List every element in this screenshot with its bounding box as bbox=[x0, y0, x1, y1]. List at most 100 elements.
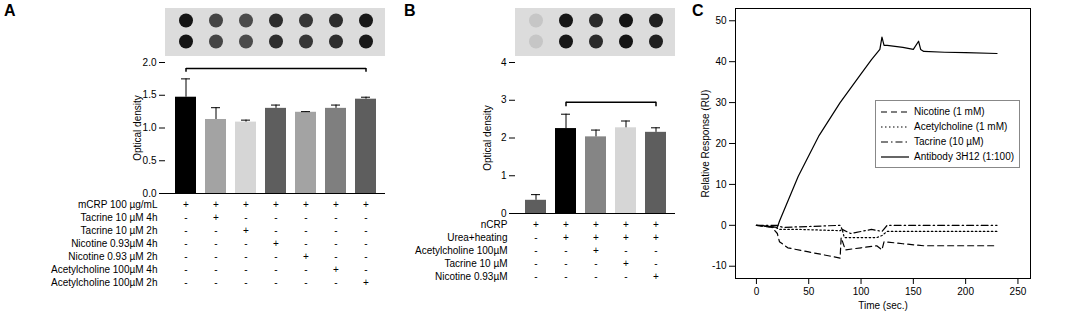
svg-text:-: - bbox=[244, 277, 247, 288]
svg-text:1.0: 1.0 bbox=[143, 122, 157, 133]
svg-text:100: 100 bbox=[853, 286, 870, 297]
svg-text:-: - bbox=[244, 212, 247, 223]
svg-text:+: + bbox=[363, 277, 369, 288]
svg-text:+: + bbox=[183, 199, 189, 210]
svg-text:-: - bbox=[564, 245, 567, 256]
svg-text:-: - bbox=[364, 238, 367, 249]
svg-text:-: - bbox=[184, 238, 187, 249]
svg-text:-: - bbox=[244, 251, 247, 262]
svg-text:+: + bbox=[213, 199, 219, 210]
svg-text:-: - bbox=[594, 271, 597, 282]
svg-text:+: + bbox=[243, 225, 249, 236]
svg-text:-: - bbox=[334, 212, 337, 223]
svg-text:-: - bbox=[334, 277, 337, 288]
svg-text:+: + bbox=[653, 232, 659, 243]
svg-text:-: - bbox=[564, 271, 567, 282]
svg-text:-: - bbox=[654, 258, 657, 269]
svg-text:-: - bbox=[304, 225, 307, 236]
svg-text:0: 0 bbox=[501, 208, 507, 219]
svg-text:-: - bbox=[274, 264, 277, 275]
svg-text:-: - bbox=[214, 225, 217, 236]
svg-text:+: + bbox=[563, 219, 569, 230]
svg-text:+: + bbox=[593, 219, 599, 230]
svg-text:+: + bbox=[303, 199, 309, 210]
svg-text:0.0: 0.0 bbox=[143, 188, 157, 199]
svg-text:-: - bbox=[214, 238, 217, 249]
svg-text:-: - bbox=[364, 251, 367, 262]
svg-text:-: - bbox=[534, 271, 537, 282]
svg-text:nCRP: nCRP bbox=[481, 219, 508, 230]
svg-text:-: - bbox=[334, 238, 337, 249]
svg-text:-: - bbox=[304, 238, 307, 249]
svg-text:+: + bbox=[593, 245, 599, 256]
svg-text:Tacrine 10 µM: Tacrine 10 µM bbox=[444, 258, 507, 269]
svg-text:-: - bbox=[594, 258, 597, 269]
svg-text:-: - bbox=[184, 251, 187, 262]
svg-text:-: - bbox=[244, 238, 247, 249]
svg-text:+: + bbox=[363, 199, 369, 210]
svg-text:3: 3 bbox=[501, 94, 507, 105]
svg-text:-: - bbox=[334, 225, 337, 236]
svg-text:-: - bbox=[364, 264, 367, 275]
svg-text:+: + bbox=[243, 199, 249, 210]
svg-text:50: 50 bbox=[715, 15, 727, 26]
svg-text:40: 40 bbox=[715, 56, 727, 67]
svg-text:+: + bbox=[303, 251, 309, 262]
svg-text:Nicotine 0.93µM 4h: Nicotine 0.93µM 4h bbox=[71, 238, 157, 249]
svg-text:-: - bbox=[624, 245, 627, 256]
svg-text:0: 0 bbox=[754, 286, 760, 297]
svg-text:-10: -10 bbox=[712, 260, 727, 271]
svg-text:-: - bbox=[334, 251, 337, 262]
svg-text:-: - bbox=[534, 232, 537, 243]
svg-text:+: + bbox=[533, 219, 539, 230]
svg-text:-: - bbox=[214, 264, 217, 275]
svg-text:0: 0 bbox=[721, 220, 727, 231]
svg-text:-: - bbox=[624, 271, 627, 282]
svg-text:20: 20 bbox=[715, 138, 727, 149]
svg-text:-: - bbox=[184, 277, 187, 288]
svg-text:+: + bbox=[623, 258, 629, 269]
svg-text:-: - bbox=[274, 277, 277, 288]
svg-text:Optical density: Optical density bbox=[482, 105, 493, 171]
svg-text:-: - bbox=[654, 245, 657, 256]
svg-text:+: + bbox=[273, 238, 279, 249]
svg-text:-: - bbox=[274, 225, 277, 236]
svg-text:-: - bbox=[304, 277, 307, 288]
svg-text:-: - bbox=[534, 258, 537, 269]
svg-text:10: 10 bbox=[715, 179, 727, 190]
svg-text:+: + bbox=[593, 232, 599, 243]
svg-text:2: 2 bbox=[501, 132, 507, 143]
svg-text:-: - bbox=[364, 212, 367, 223]
svg-text:+: + bbox=[623, 219, 629, 230]
svg-text:4: 4 bbox=[501, 57, 507, 68]
svg-text:+: + bbox=[273, 199, 279, 210]
svg-text:Nicotine 0.93µM: Nicotine 0.93µM bbox=[435, 271, 507, 282]
svg-text:-: - bbox=[214, 277, 217, 288]
svg-text:Tacrine 10 µM 2h: Tacrine 10 µM 2h bbox=[81, 225, 158, 236]
svg-text:Tacrine 10 µM 4h: Tacrine 10 µM 4h bbox=[81, 212, 158, 223]
svg-text:-: - bbox=[214, 251, 217, 262]
svg-text:200: 200 bbox=[957, 286, 974, 297]
svg-text:+: + bbox=[563, 232, 569, 243]
svg-text:-: - bbox=[244, 264, 247, 275]
svg-text:-: - bbox=[184, 264, 187, 275]
svg-text:-: - bbox=[274, 212, 277, 223]
svg-text:-: - bbox=[304, 264, 307, 275]
svg-text:-: - bbox=[274, 251, 277, 262]
svg-text:150: 150 bbox=[905, 286, 922, 297]
svg-text:+: + bbox=[333, 199, 339, 210]
svg-text:Acetylcholine 100µM 2h: Acetylcholine 100µM 2h bbox=[51, 277, 157, 288]
svg-text:-: - bbox=[304, 212, 307, 223]
svg-text:-: - bbox=[534, 245, 537, 256]
svg-text:2.0: 2.0 bbox=[143, 57, 157, 68]
svg-text:250: 250 bbox=[1010, 286, 1027, 297]
svg-text:Acetylcholine 100µM 4h: Acetylcholine 100µM 4h bbox=[51, 264, 157, 275]
svg-text:1: 1 bbox=[501, 170, 507, 181]
svg-text:Nicotine 0.93 µM 2h: Nicotine 0.93 µM 2h bbox=[68, 251, 157, 262]
svg-text:+: + bbox=[653, 219, 659, 230]
svg-text:1.5: 1.5 bbox=[143, 89, 157, 100]
svg-text:+: + bbox=[213, 212, 219, 223]
svg-text:mCRP 100 µg/mL: mCRP 100 µg/mL bbox=[78, 199, 158, 210]
svg-text:Time (sec.): Time (sec.) bbox=[858, 300, 908, 311]
svg-text:30: 30 bbox=[715, 97, 727, 108]
